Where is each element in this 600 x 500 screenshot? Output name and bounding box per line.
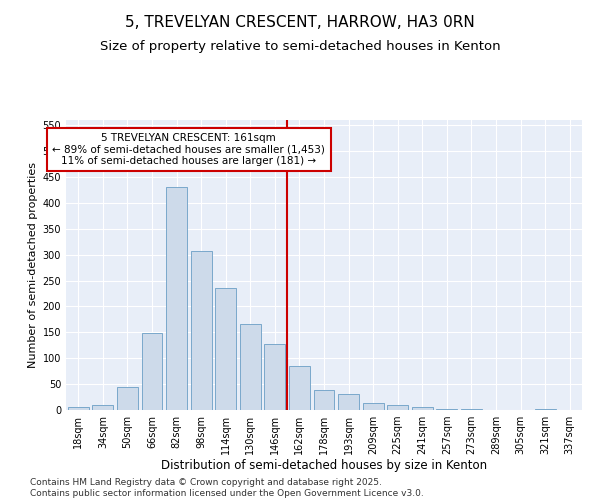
- Bar: [387, 405, 408, 410]
- Bar: [92, 405, 113, 410]
- Text: 5 TREVELYAN CRESCENT: 161sqm
← 89% of semi-detached houses are smaller (1,453)
1: 5 TREVELYAN CRESCENT: 161sqm ← 89% of se…: [52, 133, 325, 166]
- Text: 5, TREVELYAN CRESCENT, HARROW, HA3 0RN: 5, TREVELYAN CRESCENT, HARROW, HA3 0RN: [125, 15, 475, 30]
- Bar: [240, 324, 261, 410]
- Bar: [436, 409, 457, 410]
- Bar: [314, 390, 334, 410]
- Bar: [191, 250, 212, 410]
- Bar: [215, 288, 236, 410]
- Bar: [166, 188, 187, 410]
- Bar: [412, 408, 433, 410]
- Bar: [289, 366, 310, 410]
- Bar: [535, 409, 556, 410]
- X-axis label: Distribution of semi-detached houses by size in Kenton: Distribution of semi-detached houses by …: [161, 458, 487, 471]
- Y-axis label: Number of semi-detached properties: Number of semi-detached properties: [28, 162, 38, 368]
- Bar: [68, 408, 89, 410]
- Bar: [117, 386, 138, 410]
- Text: Size of property relative to semi-detached houses in Kenton: Size of property relative to semi-detach…: [100, 40, 500, 53]
- Bar: [338, 394, 359, 410]
- Bar: [265, 344, 286, 410]
- Text: Contains HM Land Registry data © Crown copyright and database right 2025.
Contai: Contains HM Land Registry data © Crown c…: [30, 478, 424, 498]
- Bar: [142, 334, 163, 410]
- Bar: [362, 404, 383, 410]
